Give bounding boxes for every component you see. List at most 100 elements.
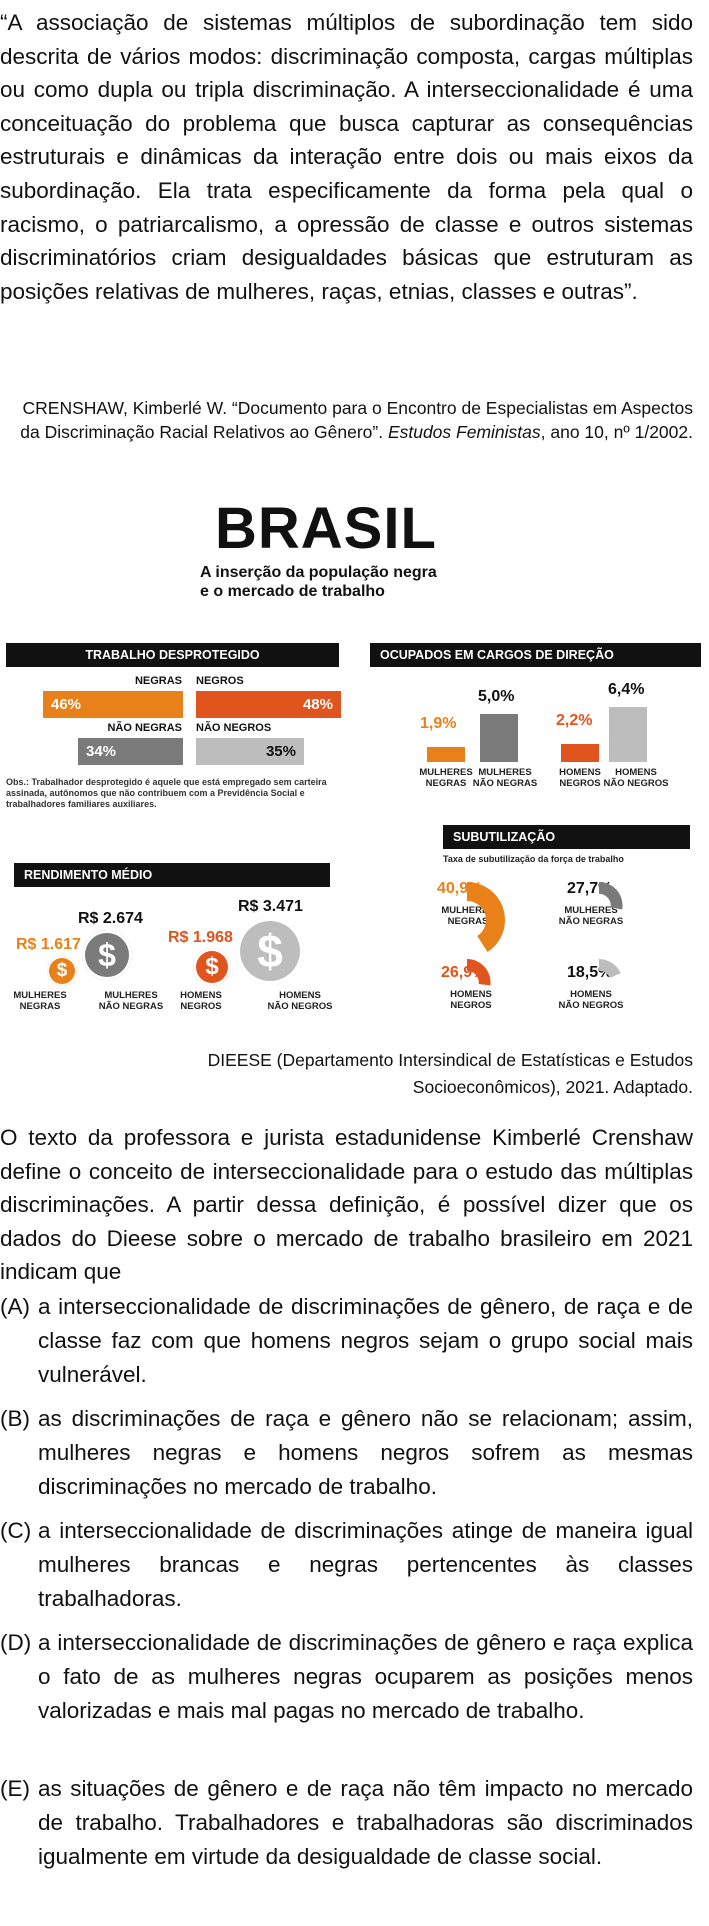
option-a[interactable]: (A) a interseccionalidade de discriminaç… — [0, 1290, 693, 1392]
rend-label-mulheres-nao-negras: MULHERES NÃO NEGRAS — [95, 990, 167, 1012]
option-text: a interseccionalidade de discriminações … — [38, 1630, 693, 1723]
rendimento-medio-title: RENDIMENTO MÉDIO — [14, 863, 330, 887]
trabalho-obs: Obs.: Trabalhador desprotegido é aquele … — [6, 777, 327, 809]
negros-bar: 48% — [196, 691, 341, 718]
negras-label: NEGRAS — [134, 675, 182, 687]
cargo-label-l2: NEGRAS — [425, 778, 467, 789]
coin-icon-homens-nao-negros: $ — [236, 917, 304, 985]
rend-value-mulheres-nao-negras: R$ 2.674 — [78, 910, 143, 927]
rend-value-homens-negros: R$ 1.968 — [168, 929, 233, 946]
option-d[interactable]: (D) a interseccionalidade de discriminaç… — [0, 1626, 693, 1728]
nao-negras-value: 34% — [86, 743, 117, 760]
infographic: BRASIL A inserção da população negra e o… — [0, 485, 709, 1030]
sub-label-l1: HOMENS — [570, 989, 612, 1000]
sub-label-homens-nao-negros: HOMENS NÃO NEGROS — [557, 989, 625, 1011]
citation-journal: Estudos Feministas — [387, 422, 541, 442]
rend-label-homens-nao-negros: HOMENS NÃO NEGROS — [264, 990, 336, 1012]
sub-label-l2: NÃO NEGROS — [558, 1000, 624, 1011]
coin-icon-mulheres-nao-negras: $ — [82, 930, 132, 980]
dollar-sign: $ — [56, 960, 68, 981]
rend-label-l2: NÃO NEGRAS — [98, 1001, 164, 1012]
sub-label-l2: NEGROS — [450, 1000, 492, 1011]
rend-value-mulheres-negras: R$ 1.617 — [16, 936, 81, 953]
rend-label-mulheres-negras: MULHERES NEGRAS — [10, 990, 70, 1012]
negras-bar: 46% — [43, 691, 183, 718]
rend-label-l2: NEGROS — [180, 1001, 222, 1012]
option-e[interactable]: (E) as situações de gênero e de raça não… — [0, 1772, 693, 1874]
option-text: as discriminações de raça e gênero não s… — [38, 1406, 693, 1499]
donut-homens-nao-negros — [599, 959, 621, 978]
cargo-label-l2: NÃO NEGRAS — [472, 778, 538, 789]
citation-text: CRENSHAW, Kimberlé W. “Documento para o … — [20, 398, 693, 442]
sub-label-l2: NEGRAS — [447, 916, 489, 927]
cargo-label-l2: NÃO NEGROS — [603, 778, 669, 789]
citation-issue: , ano 10, nº 1/2002. — [540, 422, 693, 442]
cargo-label-l2: NEGROS — [559, 778, 601, 789]
infographic-subtitle-line1: A inserção da população negra — [200, 564, 437, 581]
source-line2: Socioeconômicos), 2021. Adaptado. — [412, 1077, 693, 1097]
sub-label-homens-negros: HOMENS NEGROS — [445, 989, 497, 1011]
dollar-sign: $ — [98, 936, 116, 973]
option-letter: (B) — [0, 1406, 30, 1431]
infographic-subtitle: A inserção da população negra e o mercad… — [200, 563, 437, 601]
cargo-bar-mulheres-nao-negras — [480, 714, 518, 762]
cargo-label-homens-negros: HOMENS NEGROS — [551, 767, 609, 789]
cargo-label-l1: HOMENS — [615, 767, 657, 778]
coin-icon-mulheres-negras: $ — [47, 956, 77, 986]
cargo-value-mulheres-nao-negras: 5,0% — [478, 688, 515, 705]
dollar-sign: $ — [257, 925, 283, 977]
donut-mulheres-nao-negras — [599, 882, 623, 910]
cargo-label-mulheres-nao-negras: MULHERES NÃO NEGRAS — [470, 767, 540, 789]
quote-text: “A associação de sistemas múltiplos de s… — [0, 10, 693, 304]
option-letter: (C) — [0, 1518, 32, 1543]
option-text: as situações de gênero e de raça não têm… — [38, 1776, 693, 1869]
cargo-label-homens-nao-negros: HOMENS NÃO NEGROS — [601, 767, 671, 789]
infographic-title: BRASIL — [215, 496, 437, 561]
rend-label-homens-negros: HOMENS NEGROS — [172, 990, 230, 1012]
rend-label-l1: MULHERES — [13, 990, 67, 1001]
donut-homens-negros — [467, 959, 491, 986]
nao-negras-bar: 34% — [78, 738, 183, 765]
nao-negros-value: 35% — [265, 743, 296, 760]
negros-value: 48% — [302, 696, 333, 713]
cargo-bar-homens-negros — [561, 744, 599, 762]
coin-icon-homens-negros: $ — [193, 948, 231, 986]
source-line1: DIEESE (Departamento Intersindical de Es… — [207, 1050, 693, 1070]
citation: CRENSHAW, Kimberlé W. “Documento para o … — [3, 396, 693, 444]
negros-label: NEGROS — [196, 675, 244, 687]
infographic-subtitle-line2: e o mercado de trabalho — [200, 583, 385, 600]
option-letter: (E) — [0, 1776, 30, 1801]
option-b[interactable]: (B) as discriminações de raça e gênero n… — [0, 1402, 693, 1504]
question-text: O texto da professora e jurista estaduni… — [0, 1125, 693, 1285]
cargo-bar-homens-nao-negros — [609, 707, 647, 762]
sub-label-l1: MULHERES — [564, 905, 618, 916]
sub-label-l1: MULHERES — [441, 905, 495, 916]
subutilizacao-title: SUBUTILIZAÇÃO — [443, 825, 690, 849]
rend-label-l2: NEGRAS — [19, 1001, 61, 1012]
source-credit: DIEESE (Departamento Intersindical de Es… — [93, 1047, 693, 1101]
sub-label-mulheres-nao-negras: MULHERES NÃO NEGRAS — [557, 905, 625, 927]
trabalho-desprotegido-title: TRABALHO DESPROTEGIDO — [6, 643, 339, 667]
sub-label-l2: NÃO NEGRAS — [558, 916, 624, 927]
cargo-bar-mulheres-negras — [427, 747, 465, 762]
donut-mulheres-negras — [467, 882, 505, 952]
sub-label-mulheres-negras: MULHERES NEGRAS — [438, 905, 498, 927]
nao-negros-bar: 35% — [196, 738, 304, 765]
option-text: a interseccionalidade de discriminações … — [38, 1294, 693, 1387]
nao-negros-label: NÃO NEGROS — [196, 722, 272, 734]
cargos-direcao-title: OCUPADOS EM CARGOS DE DIREÇÃO — [370, 643, 701, 667]
option-letter: (D) — [0, 1630, 32, 1655]
cargo-value-mulheres-negras: 1,9% — [420, 715, 457, 732]
option-letter: (A) — [0, 1294, 30, 1319]
dollar-sign: $ — [205, 953, 219, 980]
rend-label-l1: MULHERES — [104, 990, 158, 1001]
option-text: a interseccionalidade de discriminações … — [38, 1518, 693, 1611]
cargo-value-homens-nao-negros: 6,4% — [608, 681, 645, 698]
rend-label-l1: HOMENS — [279, 990, 321, 1001]
cargo-label-l1: HOMENS — [559, 767, 601, 778]
cargo-label-l1: MULHERES — [478, 767, 532, 778]
cargo-value-homens-negros: 2,2% — [556, 712, 593, 729]
negras-value: 46% — [51, 696, 82, 713]
nao-negras-label: NÃO NEGRAS — [107, 722, 182, 734]
option-c[interactable]: (C) a interseccionalidade de discriminaç… — [0, 1514, 693, 1616]
